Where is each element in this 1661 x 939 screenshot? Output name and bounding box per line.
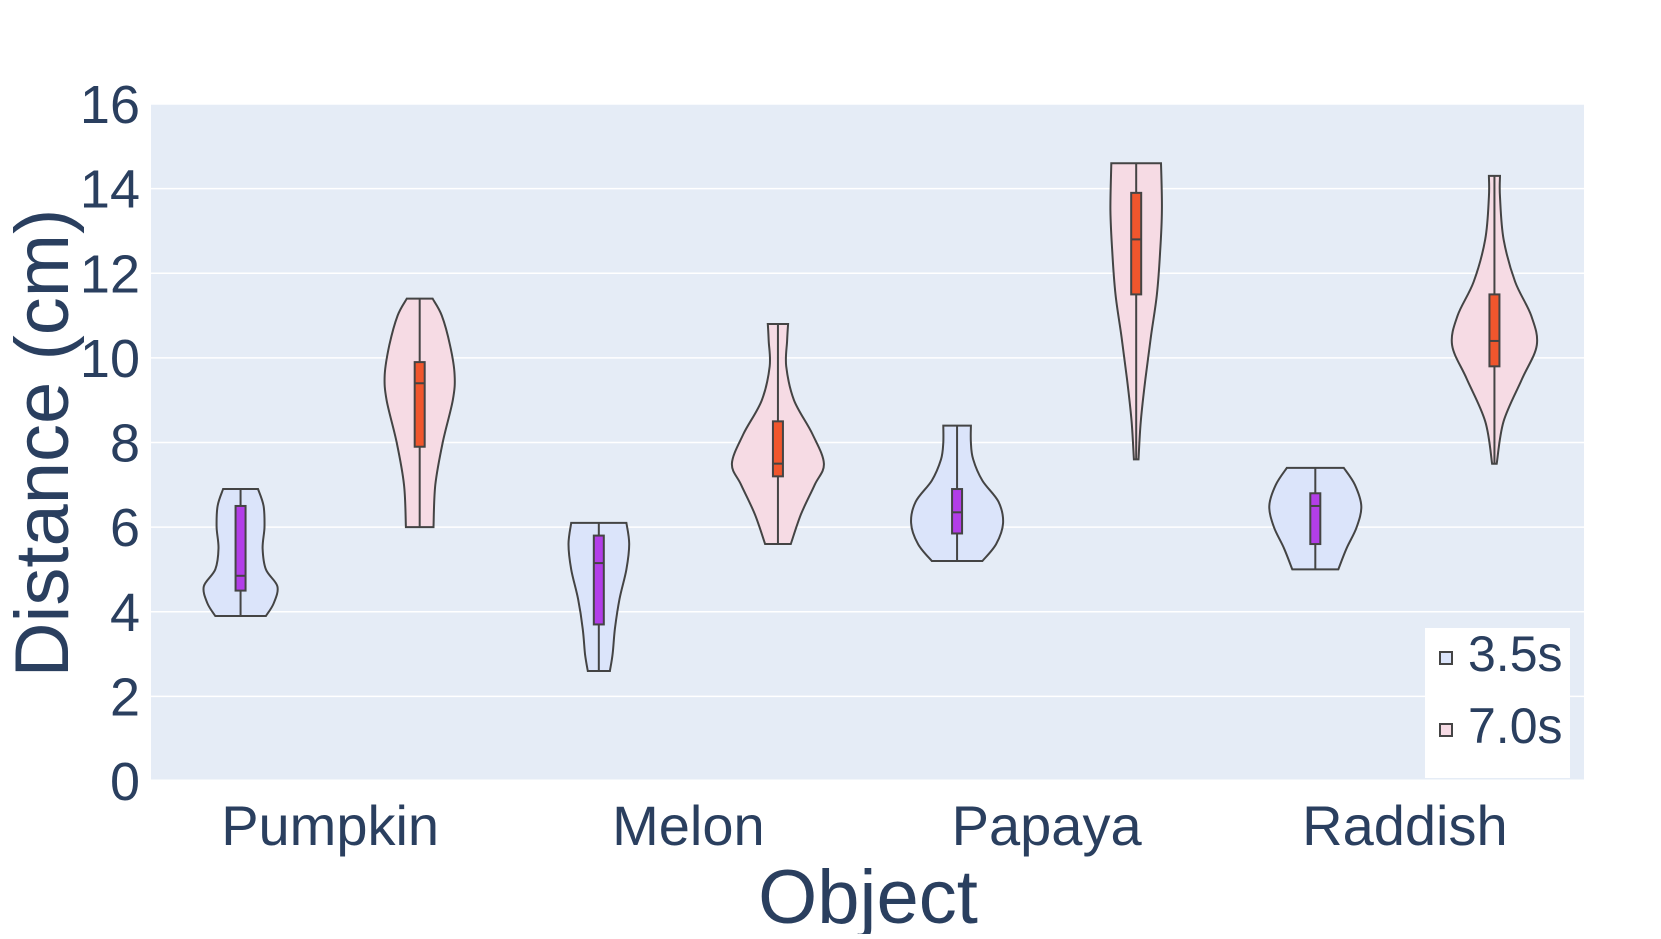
violin-melon-7_0s[interactable] (730, 323, 825, 545)
gridlines (151, 103, 1584, 783)
x-tick-label: Papaya (952, 794, 1143, 857)
legend-label: 3.5s (1468, 626, 1563, 682)
legend-item-3_5s[interactable]: 3.5s (1439, 626, 1563, 682)
y-tick-label: 4 (110, 583, 140, 643)
y-tick-label: 2 (110, 667, 140, 727)
y-tick-label: 12 (80, 244, 140, 304)
violin-box (234, 504, 247, 592)
violin-papaya-3_5s[interactable] (910, 424, 1005, 562)
violin-raddish-3_5s[interactable] (1268, 466, 1363, 571)
x-tick-label: Raddish (1302, 794, 1507, 857)
violin-melon-3_5s[interactable] (567, 521, 631, 672)
violin-pumpkin-7_0s[interactable] (383, 297, 456, 529)
y-axis-title: Distance (cm) (0, 209, 85, 678)
y-tick-label: 14 (80, 160, 140, 220)
legend-item-7_0s[interactable]: 7.0s (1439, 698, 1563, 754)
violin-pumpkin-3_5s[interactable] (202, 488, 279, 617)
violin-box (771, 420, 784, 478)
y-tick-label: 16 (80, 75, 140, 135)
legend-swatch (1439, 651, 1453, 665)
violin-box (1488, 293, 1501, 368)
violin-papaya-7_0s[interactable] (1109, 162, 1163, 461)
x-axis-title: Object (758, 855, 978, 934)
violin-box (951, 488, 964, 535)
violin-box (1130, 191, 1143, 296)
x-tick-label: Pumpkin (221, 794, 439, 857)
legend[interactable]: 3.5s 7.0s (1425, 626, 1570, 778)
y-tick-label: 6 (110, 498, 140, 558)
y-tick-label: 8 (110, 414, 140, 474)
legend-swatch (1439, 723, 1453, 737)
violin-box (413, 361, 426, 448)
violin-box (1309, 492, 1322, 546)
legend-label: 7.0s (1468, 698, 1563, 754)
x-tick-label: Melon (612, 794, 765, 857)
y-tick-label: 0 (110, 752, 140, 812)
violins (202, 162, 1539, 672)
x-tick-labels: Pumpkin Melon Papaya Raddish (221, 794, 1507, 857)
y-tick-label: 10 (80, 329, 140, 389)
violin-raddish-7_0s[interactable] (1450, 174, 1539, 465)
y-tick-labels: 0 2 4 6 8 10 12 14 16 (80, 75, 140, 812)
violin-box (592, 534, 605, 626)
